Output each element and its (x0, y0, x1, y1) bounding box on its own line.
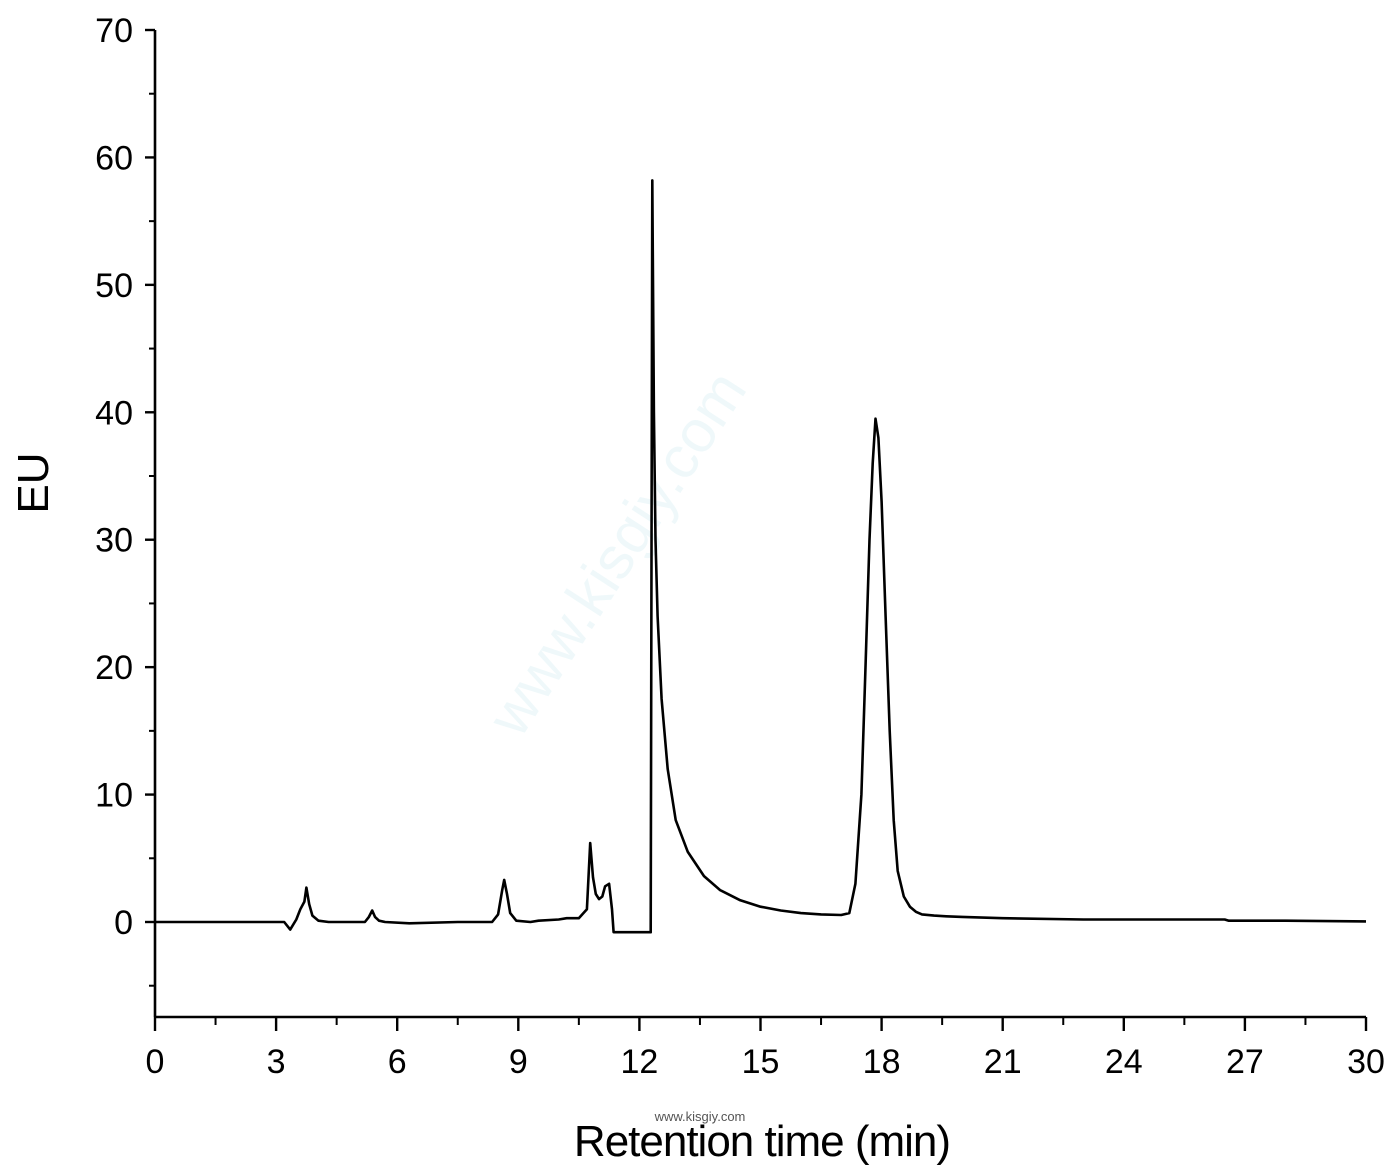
x-tick-label: 15 (742, 1043, 780, 1081)
x-tick-label: 27 (1226, 1043, 1264, 1081)
x-axis-label: Retention time (min) (574, 1117, 950, 1166)
x-tick-label: 9 (509, 1043, 528, 1081)
y-tick-label: 10 (95, 777, 133, 815)
y-axis-label: EU (9, 452, 58, 513)
y-tick-label: 70 (95, 12, 133, 50)
x-tick-label: 18 (863, 1043, 901, 1081)
axes (153, 30, 1366, 1019)
y-tick-label: 50 (95, 267, 133, 305)
bottom-watermark: www.kisgiy.com (654, 1109, 746, 1124)
x-tick-label: 24 (1105, 1043, 1143, 1081)
x-tick-label: 3 (267, 1043, 286, 1081)
y-tick-label: 0 (114, 904, 133, 942)
x-tick-label: 12 (620, 1043, 658, 1081)
x-tick-label: 0 (146, 1043, 165, 1081)
x-tick-label: 6 (388, 1043, 407, 1081)
y-tick-label: 60 (95, 139, 133, 177)
x-tick-label: 21 (984, 1043, 1022, 1081)
chromatogram-line (155, 179, 1367, 934)
y-tick-label: 30 (95, 522, 133, 560)
x-tick-label: 30 (1347, 1043, 1385, 1081)
y-tick-label: 20 (95, 649, 133, 687)
diagonal-watermark: www.kisgiy.com (474, 359, 759, 748)
y-tick-label: 40 (95, 394, 133, 432)
ticks: 0 3 6 9 12 15 18 21 24 27 30 0 10 20 30 40 50 60 70 (95, 12, 1385, 1081)
